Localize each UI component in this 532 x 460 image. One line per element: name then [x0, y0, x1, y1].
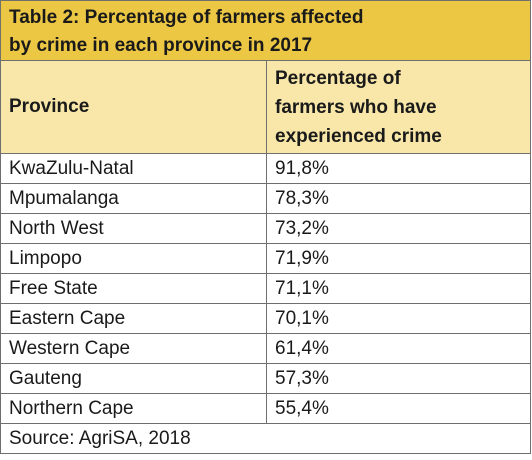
province-cell: Western Cape	[0, 333, 267, 364]
province-cell: Eastern Cape	[0, 303, 267, 334]
table-title-line-1: Table 2: Percentage of farmers affected	[9, 6, 364, 28]
percentage-cell: 73,2%	[265, 213, 532, 244]
table-row: Limpopo 71,9%	[0, 243, 532, 274]
source-note: Source: AgriSA, 2018	[0, 423, 532, 454]
table-title: Table 2: Percentage of farmers affected …	[0, 0, 532, 61]
table-row: Mpumalanga 78,3%	[0, 183, 532, 214]
province-cell: KwaZulu-Natal	[0, 153, 267, 184]
percentage-cell: 71,1%	[265, 273, 532, 304]
province-cell: North West	[0, 213, 267, 244]
province-cell: Gauteng	[0, 363, 267, 394]
column-header-percentage: Percentage of farmers who have experienc…	[265, 60, 532, 154]
percentage-cell: 57,3%	[265, 363, 532, 394]
column-header-percentage-line-3: experienced crime	[275, 126, 442, 147]
column-header-percentage-line-2: farmers who have	[275, 97, 437, 118]
percentage-cell: 78,3%	[265, 183, 532, 214]
table-row: KwaZulu-Natal 91,8%	[0, 153, 532, 184]
province-cell: Northern Cape	[0, 393, 267, 424]
table-row: Gauteng 57,3%	[0, 363, 532, 394]
table-row: Western Cape 61,4%	[0, 333, 532, 364]
column-header-province: Province	[0, 60, 267, 154]
header-row: Province Percentage of farmers who have …	[0, 60, 532, 154]
percentage-cell: 70,1%	[265, 303, 532, 334]
province-cell: Mpumalanga	[0, 183, 267, 214]
percentage-cell: 61,4%	[265, 333, 532, 364]
table-row: Eastern Cape 70,1%	[0, 303, 532, 334]
percentage-cell: 71,9%	[265, 243, 532, 274]
province-cell: Free State	[0, 273, 267, 304]
percentage-cell: 55,4%	[265, 393, 532, 424]
table-title-line-2: by crime in each province in 2017	[9, 34, 313, 56]
source-row: Source: AgriSA, 2018	[0, 423, 532, 454]
province-cell: Limpopo	[0, 243, 267, 274]
table-row: North West 73,2%	[0, 213, 532, 244]
table-row: Northern Cape 55,4%	[0, 393, 532, 424]
table-row: Free State 71,1%	[0, 273, 532, 304]
percentage-cell: 91,8%	[265, 153, 532, 184]
column-header-percentage-line-1: Percentage of	[275, 68, 401, 89]
